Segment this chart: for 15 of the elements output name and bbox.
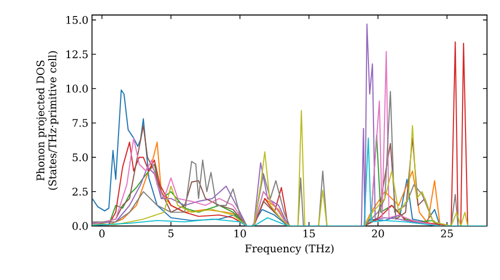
y-tick-label: 10.0 (66, 84, 88, 93)
x-tick-label: 5 (168, 230, 174, 238)
y-axis-title: Phonon projected DOS (States/THz·primitive cell) (36, 51, 58, 190)
x-tick-label: 0 (99, 230, 105, 238)
y-tick-label: 2.5 (72, 188, 88, 196)
y-tick-label: 0.0 (72, 222, 88, 230)
y-tick-label: 12.5 (66, 50, 88, 58)
x-tick-label: 10 (234, 230, 246, 238)
x-tick-label: 25 (441, 230, 453, 238)
y-tick-label: 15.0 (66, 16, 88, 24)
x-tick-label: 20 (372, 230, 384, 238)
x-tick-label: 15 (304, 230, 315, 238)
y-tick-label: 5.0 (72, 153, 88, 162)
y-tick-label: 7.5 (72, 119, 88, 127)
x-axis-title: Frequency (THz) (245, 244, 334, 255)
